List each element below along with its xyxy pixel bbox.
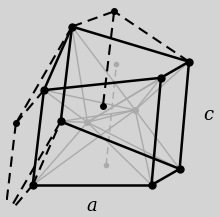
Text: a: a [87, 197, 97, 215]
Text: c: c [204, 106, 214, 124]
